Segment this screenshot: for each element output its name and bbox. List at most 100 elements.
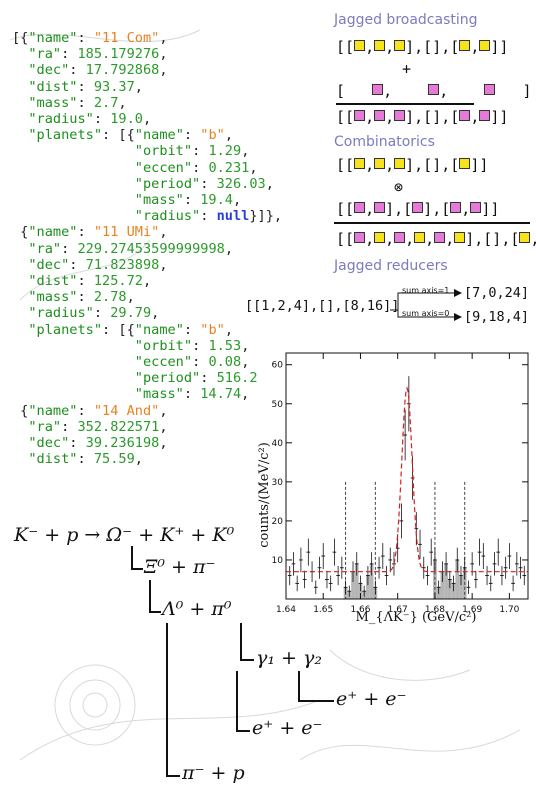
json-token: , xyxy=(134,78,143,95)
decay-connector-6h xyxy=(166,775,180,777)
json-line: [{"name": "11 Com", xyxy=(12,30,342,46)
json-token xyxy=(12,95,28,111)
json-token: , xyxy=(224,321,234,338)
json-token: "period" xyxy=(134,370,201,387)
json-token: "dec" xyxy=(28,62,70,79)
json-token xyxy=(12,111,28,127)
json-token: 2.7 xyxy=(93,94,119,111)
json-token: "name" xyxy=(134,321,184,338)
y-tick-label: 50 xyxy=(272,400,284,410)
json-token: : [{ xyxy=(102,321,135,338)
decay-connector-1 xyxy=(131,546,133,569)
reducer-input: [[1,2,4],[],[8,16]] xyxy=(245,298,400,314)
json-token: "mass" xyxy=(134,192,184,209)
reducer-arrows xyxy=(390,289,462,321)
json-line: "eccen": 0.231, xyxy=(12,160,342,176)
json-token: "radius" xyxy=(134,208,201,225)
json-line: "radius": 29.79, xyxy=(12,305,342,321)
json-token: }]}, xyxy=(249,208,283,225)
json-token xyxy=(12,322,28,338)
json-token: , xyxy=(224,240,234,257)
json-token: : xyxy=(77,30,94,46)
jagged-broadcast-operand-b: [ , , ] xyxy=(336,82,532,100)
json-token: , xyxy=(134,451,143,468)
sideband-shade-bar xyxy=(459,575,463,599)
json-token: , xyxy=(249,159,258,176)
json-token xyxy=(12,192,135,208)
decay-connector-6 xyxy=(166,623,168,776)
y-tick-label: 40 xyxy=(272,439,284,449)
json-token: [{ xyxy=(12,30,29,46)
sum-axis1-result: [7,0,24] xyxy=(464,285,530,301)
json-line: "radius": null}]}, xyxy=(12,208,342,224)
json-token: 14.74 xyxy=(200,386,242,403)
json-line: "radius": 19.0, xyxy=(12,111,342,127)
json-line: "mass": 2.7, xyxy=(12,95,342,111)
json-token: 185.179276 xyxy=(77,46,160,63)
combinatorics-operand-a: [[,,],[],[]] xyxy=(336,156,489,174)
json-line: "ra": 352.822571, xyxy=(12,419,342,435)
json-token: : xyxy=(192,354,209,371)
plot-frame xyxy=(285,352,529,600)
json-token: 17.792868 xyxy=(85,62,160,79)
cross-product-symbol: ⊗ xyxy=(394,178,404,196)
json-line: "orbit": 1.29, xyxy=(12,143,342,159)
json-token: "radius" xyxy=(28,305,94,322)
y-tick-label: 20 xyxy=(272,517,284,527)
json-token xyxy=(12,79,28,95)
combinatorics-operand-b: [[,],[],[,]] xyxy=(336,200,500,218)
json-token: , xyxy=(159,402,168,419)
json-token: , xyxy=(241,143,250,160)
json-token: { xyxy=(12,402,29,419)
json-token: , xyxy=(126,289,135,306)
json-token: : xyxy=(183,192,201,209)
json-token: : xyxy=(200,175,217,192)
json-token: 19.4 xyxy=(200,192,233,209)
json-token: , xyxy=(142,111,152,128)
json-token xyxy=(12,176,135,192)
json-line: {"name": "14 And", xyxy=(12,403,342,419)
json-token: : xyxy=(61,46,78,63)
json-token: 93.37 xyxy=(93,78,135,95)
json-token: "b" xyxy=(200,321,225,338)
json-token xyxy=(12,451,28,467)
json-line: "dist": 75.59, xyxy=(12,451,342,467)
json-token: { xyxy=(12,224,29,241)
decay-line-5: e⁺ + e⁻ xyxy=(336,688,407,710)
json-token: "dist" xyxy=(28,78,78,95)
x-tick-label: 1.66 xyxy=(350,605,370,615)
json-token: "ra" xyxy=(28,240,62,257)
json-line: "eccen": 0.08, xyxy=(12,354,342,370)
json-line: "dist": 93.37, xyxy=(12,79,342,95)
json-token: : xyxy=(77,273,94,290)
json-token: : xyxy=(77,224,94,241)
fit-curve xyxy=(286,386,528,573)
json-token: : xyxy=(77,451,94,468)
json-token: 19.0 xyxy=(110,111,143,128)
json-token: , xyxy=(159,46,168,63)
decay-line-2: Ξ⁰ + π⁻ xyxy=(144,556,216,578)
json-token: : xyxy=(183,386,201,403)
jagged-broadcast-operand-a: [[,,],[],[,]] xyxy=(336,38,509,56)
sideband-shade-bar xyxy=(444,563,448,599)
json-token: : xyxy=(192,159,209,176)
json-token xyxy=(12,354,135,370)
json-token xyxy=(12,273,28,289)
decay-connector-5h xyxy=(236,730,250,732)
json-token: "eccen" xyxy=(134,354,193,371)
x-tick-label: 1.69 xyxy=(462,605,482,615)
json-line: "dist": 125.72, xyxy=(12,273,342,289)
json-token: , xyxy=(224,127,234,144)
json-token: : xyxy=(183,321,201,338)
json-token xyxy=(12,289,28,305)
json-token: : xyxy=(93,111,111,128)
json-line: "ra": 229.27453599999998, xyxy=(12,241,342,257)
json-token: "ra" xyxy=(28,46,62,63)
json-token xyxy=(12,160,135,176)
json-token: , xyxy=(241,386,258,403)
json-token: 1.29 xyxy=(208,143,242,160)
json-token: "period" xyxy=(134,175,201,192)
decay-connector-4h xyxy=(298,700,334,702)
jagged-reducers-title: Jagged reducers xyxy=(334,258,448,274)
